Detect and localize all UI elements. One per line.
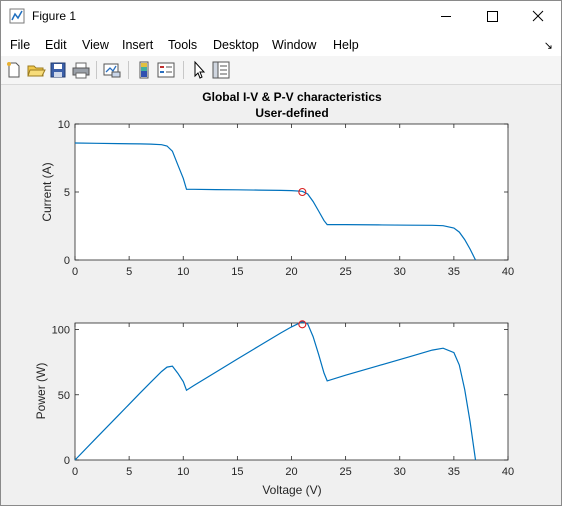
x-axis-label-voltage: Voltage (V) [262,483,321,497]
menu-edit[interactable]: Edit [45,38,67,52]
matlab-figure-icon [9,8,25,24]
menu-bar: File Edit View Insert Tools Desktop Wind… [1,32,561,56]
toolbar-separator [183,61,184,79]
axes-box-2 [74,322,509,461]
chart-title-line-2: User-defined [255,106,328,120]
operating-point-marker-2 [298,320,307,329]
x-tick-label: 15 [231,466,243,478]
maximize-button[interactable] [469,1,515,32]
menu-help[interactable]: Help [333,38,359,52]
close-icon [532,10,544,22]
menu-insert[interactable]: Insert [122,38,154,52]
y-tick-label: 10 [58,119,70,131]
x-tick-label: 5 [126,466,132,478]
x-tick-label: 40 [502,266,514,278]
operating-point-marker-1 [298,187,307,197]
minimize-button[interactable] [423,1,469,32]
axes-box-1 [74,123,509,261]
menu-file[interactable]: File [10,38,31,52]
x-tick-label: 0 [72,266,78,278]
x-tick-label: 40 [502,466,514,478]
property-inspector-icon[interactable] [211,60,231,80]
toolbar-separator [96,61,97,79]
y-axis-label-current: Current (A) [40,162,54,221]
chart-title-line-1: Global I-V & P-V characteristics [202,90,382,104]
menu-desktop[interactable]: Desktop [213,38,259,52]
insert-colorbar-icon[interactable] [134,60,154,80]
close-button[interactable] [515,1,561,32]
x-tick-label: 25 [340,466,352,478]
x-tick-label: 20 [285,266,297,278]
open-file-icon[interactable] [26,60,46,80]
save-icon[interactable] [48,60,68,80]
y-tick-label: 0 [64,455,70,467]
x-tick-label: 0 [72,466,78,478]
insert-legend-icon[interactable] [156,60,176,80]
x-tick-label: 30 [394,266,406,278]
maximize-icon [487,11,498,22]
link-plot-icon[interactable] [102,60,122,80]
y-tick-label: 0 [64,255,70,267]
x-tick-label: 10 [177,466,189,478]
pointer-icon[interactable] [189,60,209,80]
window-title: Figure 1 [32,9,77,23]
dock-figure-icon[interactable]: ↘ [543,40,553,52]
y-axis-label-power: Power (W) [34,363,48,420]
x-tick-label: 15 [231,266,243,278]
series-line-2 [74,321,477,461]
x-tick-label: 35 [448,466,460,478]
x-tick-label: 30 [394,466,406,478]
figure-toolbar [1,56,561,85]
series-line-1 [74,142,477,261]
menu-window[interactable]: Window [272,38,317,52]
figure-canvas: Global I-V & P-V characteristics User-de… [1,85,561,505]
x-tick-label: 5 [126,266,132,278]
x-tick-label: 35 [448,266,460,278]
print-icon[interactable] [71,60,91,80]
title-bar: Figure 1 [1,1,561,32]
x-tick-label: 20 [285,466,297,478]
menu-view[interactable]: View [82,38,109,52]
y-tick-label: 100 [52,325,70,337]
x-tick-label: 25 [340,266,352,278]
figure-plot-area: Global I-V & P-V characteristics User-de… [34,90,514,497]
menu-tools[interactable]: Tools [168,38,198,52]
y-tick-label: 50 [58,390,70,402]
minimize-icon [441,16,451,17]
toolbar-separator [128,61,129,79]
x-tick-label: 10 [177,266,189,278]
y-tick-label: 5 [64,187,70,199]
new-figure-icon[interactable] [4,60,24,80]
